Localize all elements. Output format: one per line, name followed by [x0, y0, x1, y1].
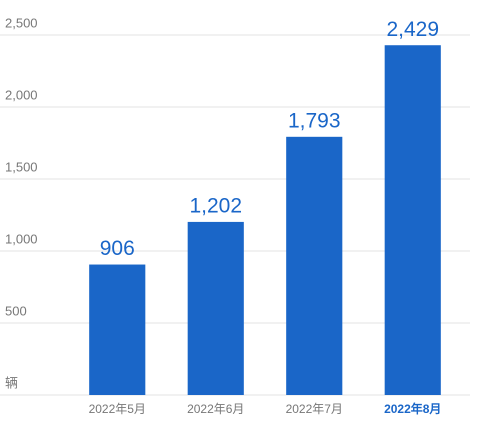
bar [187, 221, 244, 395]
x-tick-label: 2022年7月 [286, 402, 343, 416]
y-tick-label: 2,000 [5, 87, 38, 102]
x-tick-label: 2022年6月 [187, 402, 244, 416]
value-label: 1,202 [189, 194, 242, 217]
y-tick-label: 辆 [5, 375, 18, 390]
value-label: 2,429 [386, 18, 439, 41]
x-tick-label: 2022年5月 [89, 402, 146, 416]
y-tick-label: 2,500 [5, 15, 38, 30]
bar [89, 264, 146, 395]
y-tick-label: 500 [5, 303, 27, 318]
bar [286, 136, 343, 396]
y-tick-label: 1,000 [5, 231, 38, 246]
y-tick-label: 1,500 [5, 159, 38, 174]
value-label: 906 [100, 237, 135, 260]
x-tick-label: 2022年8月 [384, 401, 441, 416]
bar [384, 45, 441, 395]
value-label: 1,793 [288, 109, 341, 132]
